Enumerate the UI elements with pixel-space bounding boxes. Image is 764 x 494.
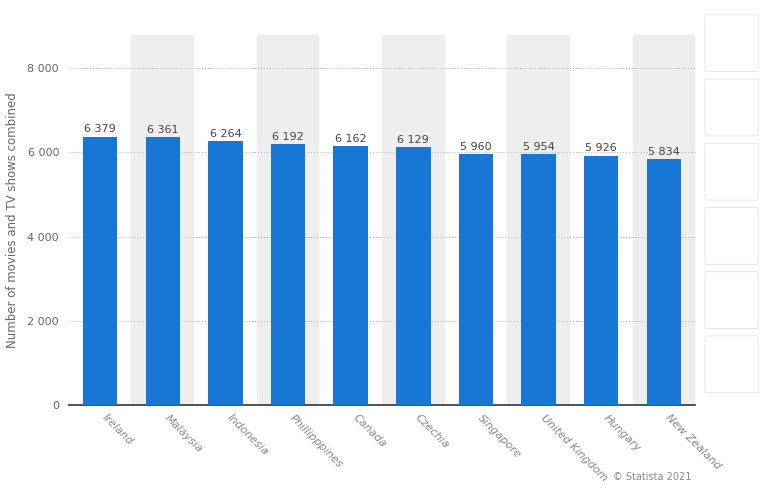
Bar xyxy=(584,156,619,405)
Bar xyxy=(145,137,180,405)
FancyBboxPatch shape xyxy=(705,336,758,393)
FancyBboxPatch shape xyxy=(705,15,758,72)
Bar xyxy=(319,35,382,405)
Y-axis label: Number of movies and TV shows combined: Number of movies and TV shows combined xyxy=(6,92,19,348)
Text: 6 129: 6 129 xyxy=(397,135,429,145)
FancyBboxPatch shape xyxy=(705,79,758,136)
Bar xyxy=(507,35,570,405)
Text: 5 960: 5 960 xyxy=(460,142,492,152)
Bar xyxy=(83,136,118,405)
Bar xyxy=(131,35,194,405)
Bar xyxy=(208,141,243,405)
Bar xyxy=(521,155,556,405)
Bar xyxy=(633,35,695,405)
Text: 6 379: 6 379 xyxy=(84,124,116,134)
Text: 5 926: 5 926 xyxy=(585,143,617,154)
FancyBboxPatch shape xyxy=(705,143,758,200)
Bar xyxy=(646,160,681,405)
Bar xyxy=(445,35,507,405)
Bar xyxy=(194,35,257,405)
Text: 5 954: 5 954 xyxy=(523,142,555,152)
Text: © Statista 2021: © Statista 2021 xyxy=(613,472,691,482)
Bar xyxy=(69,35,131,405)
Bar xyxy=(257,35,319,405)
Bar xyxy=(270,144,306,405)
Bar xyxy=(382,35,445,405)
FancyBboxPatch shape xyxy=(705,207,758,264)
Text: 6 162: 6 162 xyxy=(335,133,367,144)
FancyBboxPatch shape xyxy=(705,272,758,329)
Bar xyxy=(458,154,494,405)
Text: 6 264: 6 264 xyxy=(209,129,241,139)
Text: 5 834: 5 834 xyxy=(648,147,680,158)
Text: 6 192: 6 192 xyxy=(272,132,304,142)
Text: 6 361: 6 361 xyxy=(147,125,179,135)
Bar xyxy=(333,146,368,405)
Bar xyxy=(570,35,633,405)
Bar xyxy=(396,147,431,405)
